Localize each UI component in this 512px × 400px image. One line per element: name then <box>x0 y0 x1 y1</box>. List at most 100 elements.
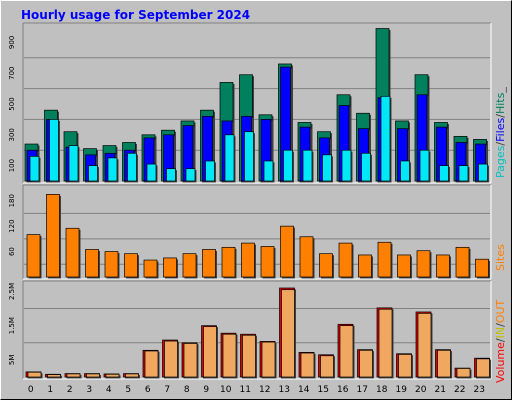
bar-out <box>378 308 393 378</box>
bar-sites <box>26 234 41 278</box>
legend-files: Files <box>494 117 507 142</box>
x-tick-label: 11 <box>240 385 251 395</box>
chart-title: Hourly usage for September 2024 <box>21 8 251 22</box>
bar-out <box>86 373 100 378</box>
legend-top: Pages/Files/Hits_ <box>494 87 507 178</box>
bar-pages <box>478 163 488 182</box>
bar-sites <box>260 246 275 278</box>
bar-sites <box>46 194 60 278</box>
bar-out <box>320 355 334 378</box>
x-tick-label: 5 <box>125 385 131 395</box>
bar-out <box>144 350 159 378</box>
bar-out <box>437 349 451 378</box>
bar-out <box>476 358 490 378</box>
bar-pages <box>341 149 352 182</box>
legend-sep: / <box>494 141 507 146</box>
x-tick-label: 8 <box>184 385 190 395</box>
x-tick-label: 19 <box>396 385 408 395</box>
bar-sites <box>182 253 197 278</box>
bar-out <box>203 326 217 378</box>
bar-out <box>281 289 295 378</box>
bar-pages <box>458 165 469 182</box>
y-tick-label: 700 <box>8 67 16 80</box>
bar-sites <box>163 257 177 278</box>
legend-sites: Sites <box>494 244 507 271</box>
bar-sites <box>241 242 255 278</box>
bar-out <box>27 371 42 378</box>
legend-sep: / <box>494 114 507 118</box>
legend-out: OUT <box>494 299 507 324</box>
bar-out <box>300 352 315 378</box>
y-tick-label: 2.5M <box>8 283 16 300</box>
bar-out <box>456 368 471 378</box>
plot-area-hits <box>23 23 491 183</box>
x-tick-label: 14 <box>298 385 310 395</box>
x-tick-label: 20 <box>415 385 427 395</box>
bar-sites <box>280 225 294 278</box>
bar-pages <box>263 160 274 182</box>
bar-out <box>359 349 373 378</box>
bar-pages <box>380 95 391 182</box>
x-tick-label: 0 <box>28 385 34 395</box>
bar-sites <box>416 250 431 278</box>
x-tick-label: 12 <box>259 385 270 395</box>
bar-out <box>339 325 354 378</box>
bar-pages <box>29 156 40 182</box>
y-tick-label: 120 <box>8 219 16 232</box>
bar-sites <box>377 241 392 278</box>
bar-out <box>242 334 256 378</box>
bar-sites <box>358 254 372 278</box>
bar-out <box>183 343 198 378</box>
bar-out <box>125 373 139 378</box>
x-tick-label: 13 <box>279 385 290 395</box>
x-tick-label: 15 <box>318 385 329 395</box>
bar-sites <box>202 249 216 278</box>
bar-out <box>66 373 81 378</box>
bar-sites <box>85 249 99 278</box>
legend-pages: Pages <box>494 145 507 178</box>
bar-pages <box>283 149 293 182</box>
bar-pages <box>49 119 59 182</box>
y-tick-label: 500 <box>8 97 16 110</box>
legend-sep: / <box>494 338 507 343</box>
legend-volume: Volume <box>494 342 507 383</box>
y-tick-label: 300 <box>8 128 16 141</box>
bar-pages <box>127 152 137 182</box>
bar-pages <box>439 165 449 182</box>
bar-sites <box>221 246 236 278</box>
bar-sites <box>319 253 333 278</box>
bar-sites <box>397 254 411 278</box>
x-tick-label: 21 <box>435 385 446 395</box>
legend-bottom: Volume/IN/OUT <box>494 300 507 383</box>
bar-pages <box>244 131 254 182</box>
bar-out <box>398 354 412 378</box>
x-tick-label: 6 <box>145 385 151 395</box>
bar-pages <box>302 149 313 182</box>
bar-out <box>261 341 276 378</box>
y-tick-label: 60 <box>8 247 16 256</box>
bar-out <box>105 373 120 378</box>
legend-underscore: _ <box>494 87 507 93</box>
bar-pages <box>88 165 98 182</box>
bar-out <box>417 312 432 378</box>
legend-mid: Sites <box>494 244 507 271</box>
bar-pages <box>224 134 235 182</box>
y-tick-label: 1.5M <box>8 317 16 334</box>
x-tick-label: 10 <box>220 385 232 395</box>
x-tick-label: 4 <box>106 385 112 395</box>
bar-sites <box>475 258 489 278</box>
x-tick-label: 3 <box>86 385 92 395</box>
bar-out <box>47 374 61 378</box>
bar-pages <box>322 154 332 182</box>
bar-out <box>222 333 237 378</box>
bar-pages <box>185 168 196 182</box>
bar-pages <box>419 149 430 182</box>
x-tick-label: 17 <box>357 385 368 395</box>
bar-sites <box>124 253 138 278</box>
legend-sep: / <box>494 323 507 327</box>
x-tick-label: 18 <box>376 385 388 395</box>
bar-out <box>164 340 178 378</box>
bar-pages <box>400 160 410 182</box>
